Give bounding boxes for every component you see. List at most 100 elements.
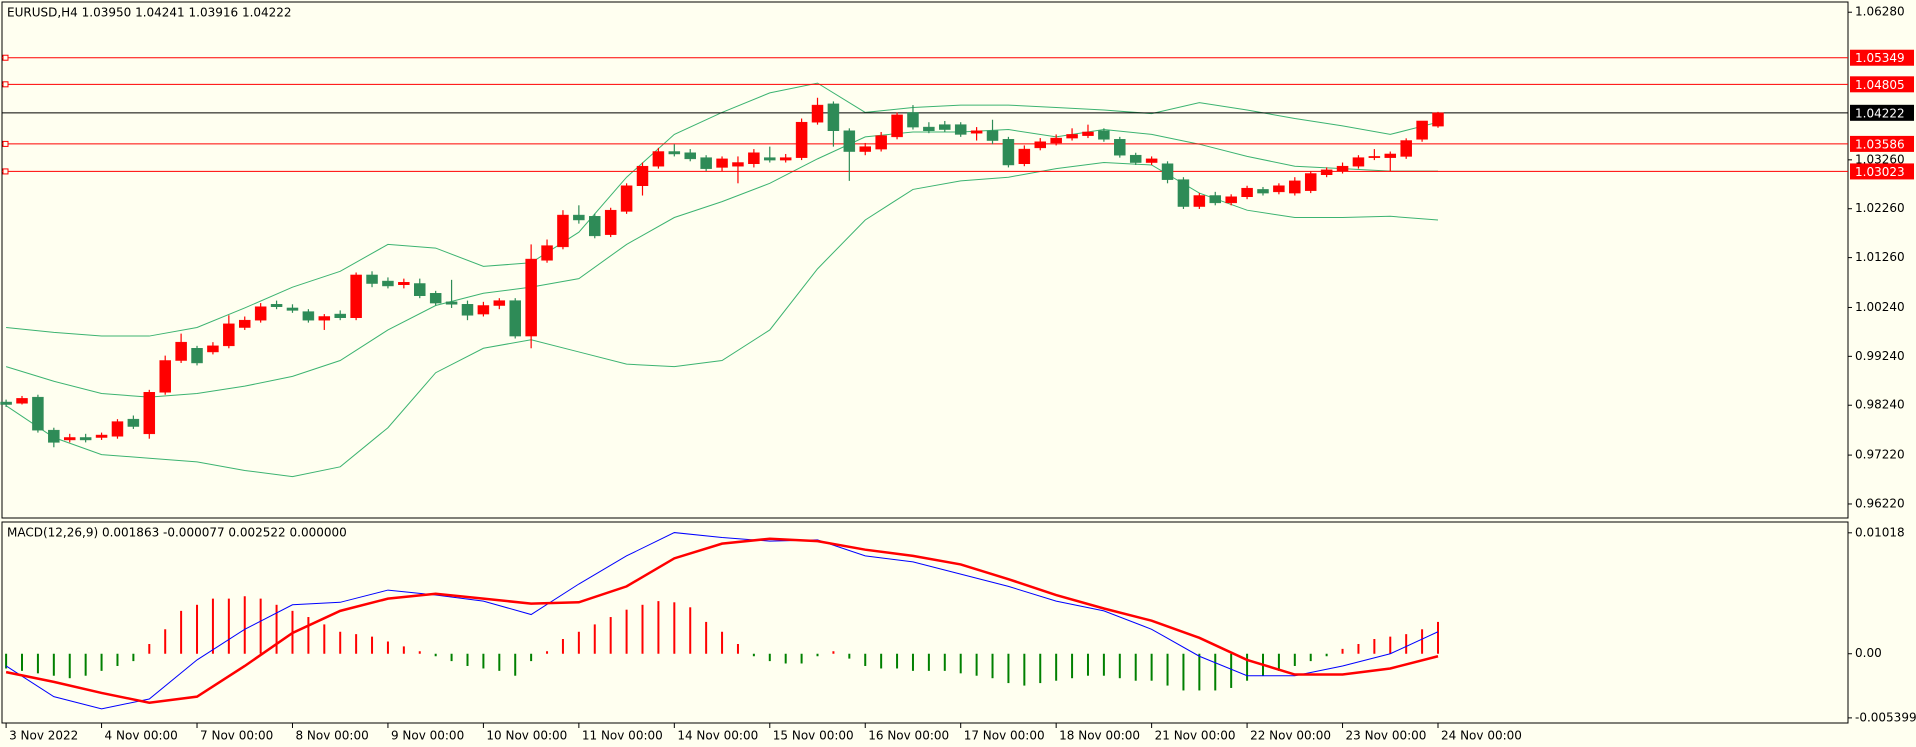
candle-body [1177, 179, 1190, 207]
candle-body [954, 124, 967, 135]
candle-body [1368, 156, 1381, 158]
main-panel-frame [1, 1, 1849, 519]
x-tick-label: 23 Nov 00:00 [1346, 729, 1427, 743]
candle-body [0, 401, 12, 405]
x-tick-label: 7 Nov 00:00 [200, 729, 273, 743]
candle-body [795, 121, 808, 158]
candle-body [907, 112, 919, 128]
candle-body [175, 341, 187, 361]
candle-body [843, 130, 856, 152]
level-handle [2, 54, 9, 61]
candle-body [318, 316, 331, 321]
candle-body [1336, 165, 1349, 172]
y-tick-label: 0.99240 [1855, 349, 1905, 363]
level-handle [2, 81, 9, 88]
candle-body [509, 300, 521, 337]
candle-body [239, 319, 251, 328]
candle-body [254, 306, 267, 321]
candle-body [1432, 112, 1444, 127]
candle-body [1193, 195, 1206, 207]
x-tick-label: 24 Nov 00:00 [1441, 729, 1522, 743]
level-label: 1.03023 [1855, 165, 1905, 179]
x-tick-label: 22 Nov 00:00 [1250, 729, 1331, 743]
candle-body [970, 130, 983, 134]
candle-body [1352, 157, 1365, 167]
candle-body [477, 305, 490, 315]
y-tick-label: 1.02260 [1855, 201, 1905, 215]
candle-body [1209, 195, 1222, 204]
y-tick-label: 0.01018 [1855, 525, 1905, 539]
candle-body [414, 283, 426, 296]
candle-body [859, 146, 871, 152]
level-handle [2, 168, 9, 175]
candle-body [1161, 163, 1174, 180]
candle-body [700, 157, 712, 169]
macd-panel-frame [1, 521, 1849, 724]
candle-body [461, 304, 474, 316]
candle-body [493, 300, 506, 306]
candle-body [16, 398, 28, 404]
candle-body [541, 245, 553, 261]
candle-body [366, 274, 378, 284]
candle-body [939, 124, 951, 130]
candle-body [875, 135, 887, 150]
level-handle [2, 140, 9, 147]
x-tick-label: 16 Nov 00:00 [868, 729, 949, 743]
candle-body [891, 114, 903, 138]
candle-body [1225, 196, 1237, 204]
candle-body [429, 293, 442, 304]
candle-body [207, 345, 219, 353]
x-tick-label: 17 Nov 00:00 [964, 729, 1045, 743]
candle-body [1082, 131, 1094, 136]
candle-body [1066, 134, 1078, 139]
candle-body [1034, 141, 1046, 149]
y-tick-label: 1.06280 [1855, 5, 1905, 19]
candle-body [573, 214, 585, 221]
candle-body [350, 274, 362, 318]
candle-body [1018, 148, 1031, 165]
candle-body [589, 216, 601, 237]
candle-body [525, 258, 537, 337]
x-tick-label: 18 Nov 00:00 [1059, 729, 1140, 743]
candle-body [716, 158, 728, 168]
x-tick-label: 10 Nov 00:00 [486, 729, 567, 743]
y-tick-label: 0.00 [1855, 646, 1882, 660]
candle-body [748, 152, 760, 165]
candle-body [604, 209, 617, 235]
candle-body [923, 126, 935, 132]
candle-body [668, 151, 681, 155]
macd-line [5, 532, 1439, 710]
candle-body [1304, 173, 1317, 191]
x-tick-label: 3 Nov 2022 [9, 729, 78, 743]
candle-body [1098, 130, 1110, 140]
level-label-box [1850, 49, 1914, 66]
y-tick-label: -0.005399 [1855, 710, 1916, 724]
y-tick-label: 1.01260 [1855, 250, 1905, 264]
candle-body [779, 157, 792, 161]
x-tick-label: 15 Nov 00:00 [773, 729, 854, 743]
level-label-box [1850, 163, 1914, 180]
macd-title: MACD(12,26,9) 0.001863 -0.000077 0.00252… [7, 526, 347, 540]
candle-body [620, 185, 633, 212]
candle-body [1384, 153, 1397, 158]
main-panel [0, 54, 1848, 478]
candle-body [1002, 139, 1015, 166]
x-tick-label: 14 Nov 00:00 [677, 729, 758, 743]
y-tick-label: 0.96220 [1855, 496, 1905, 510]
candle-body [1257, 189, 1269, 194]
candle-body [286, 307, 299, 311]
level-label: 1.04805 [1855, 78, 1905, 92]
candle-body [636, 165, 649, 186]
axes: 1.06280 1.03260 1.02260 1.01260 1.00240 0.992… [5, 5, 1916, 743]
candle-body [1145, 158, 1158, 163]
level-label-box [1850, 76, 1914, 93]
candle-body [1400, 140, 1412, 157]
candle-body [684, 152, 696, 160]
candle-body [334, 313, 346, 318]
candle-body [382, 280, 394, 287]
candle-body [557, 214, 569, 248]
candle-body [79, 437, 92, 441]
candle-body [223, 323, 235, 347]
candle-body [1320, 169, 1333, 175]
level-label-box [1850, 135, 1914, 152]
